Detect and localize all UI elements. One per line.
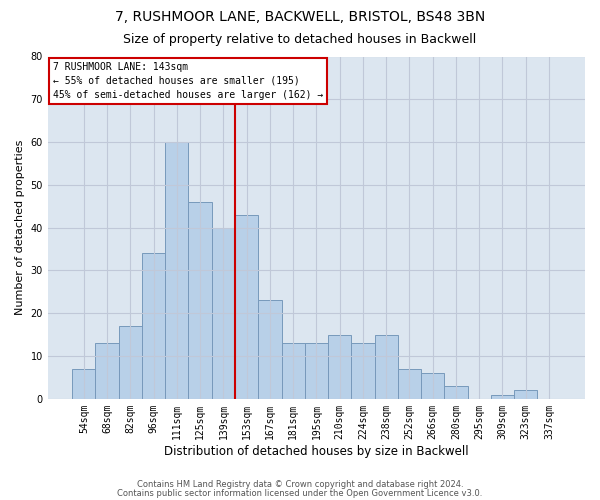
Bar (119, 326, 142, 399)
Bar (374, 334, 398, 399)
Bar (421, 373, 445, 399)
Text: Contains HM Land Registry data © Crown copyright and database right 2024.: Contains HM Land Registry data © Crown c… (137, 480, 463, 489)
Bar (445, 386, 467, 399)
Text: Contains public sector information licensed under the Open Government Licence v3: Contains public sector information licen… (118, 489, 482, 498)
Bar (514, 390, 538, 399)
Bar (491, 394, 514, 399)
Text: Size of property relative to detached houses in Backwell: Size of property relative to detached ho… (124, 32, 476, 46)
Bar (398, 369, 421, 399)
Text: 7 RUSHMOOR LANE: 143sqm
← 55% of detached houses are smaller (195)
45% of semi-d: 7 RUSHMOOR LANE: 143sqm ← 55% of detache… (53, 62, 323, 100)
Bar (165, 142, 188, 399)
Bar (188, 202, 212, 399)
Y-axis label: Number of detached properties: Number of detached properties (15, 140, 25, 316)
Bar (305, 343, 328, 399)
Bar (235, 215, 258, 399)
Text: 7, RUSHMOOR LANE, BACKWELL, BRISTOL, BS48 3BN: 7, RUSHMOOR LANE, BACKWELL, BRISTOL, BS4… (115, 10, 485, 24)
Bar (328, 334, 351, 399)
Bar (212, 228, 235, 399)
X-axis label: Distribution of detached houses by size in Backwell: Distribution of detached houses by size … (164, 444, 469, 458)
Bar (95, 343, 119, 399)
Bar (72, 369, 95, 399)
Bar (351, 343, 374, 399)
Bar (258, 300, 281, 399)
Bar (281, 343, 305, 399)
Bar (142, 254, 165, 399)
